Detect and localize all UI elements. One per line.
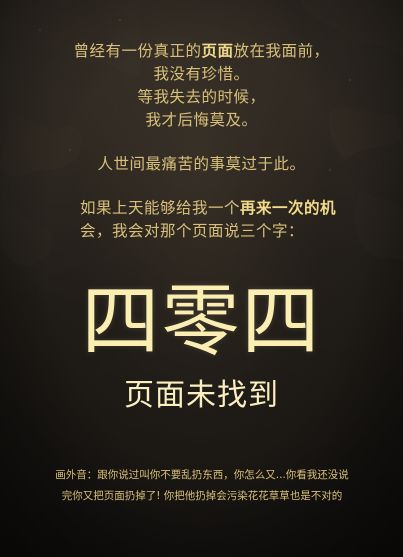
- stanza-gap: [0, 176, 403, 197]
- poem-line-prefix: 曾经有一份真正的: [73, 42, 202, 60]
- poem-line-prefix: 如果上天能够给我一个: [80, 199, 241, 217]
- poem-line: 我没有珍惜。: [153, 65, 250, 83]
- stanza-gap: [0, 132, 403, 153]
- poem-line: 等我失去的时候，: [137, 88, 266, 106]
- poem-text: 曾经有一份真正的页面放在我面前， 我没有珍惜。 等我失去的时候， 我才后悔莫及。…: [0, 40, 403, 243]
- page-not-found-subtitle: 页面未找到: [124, 378, 279, 413]
- error-code-headline: 四零四: [81, 277, 322, 367]
- poem-line: 如果上天能够给我一个再来一次的机: [0, 197, 403, 220]
- poem-emphasis: 页面: [201, 42, 234, 60]
- voiceover-text: 画外音：跟你说过叫你不要乱扔东西，你怎么又...你看我还没说完你又把页面扔掉了!…: [55, 469, 349, 502]
- poem-line: 曾经有一份真正的页面放在我面前，: [0, 40, 403, 63]
- poem-emphasis: 再来一次的机: [240, 199, 337, 217]
- poem-line-suffix: 放在我面前，: [233, 42, 330, 60]
- poem-line: 我才后悔莫及。: [145, 111, 258, 129]
- poem-line: 会，我会对那个页面说三个字：: [80, 222, 305, 240]
- poem-line: 人世间最痛苦的事莫过于此。: [97, 155, 306, 173]
